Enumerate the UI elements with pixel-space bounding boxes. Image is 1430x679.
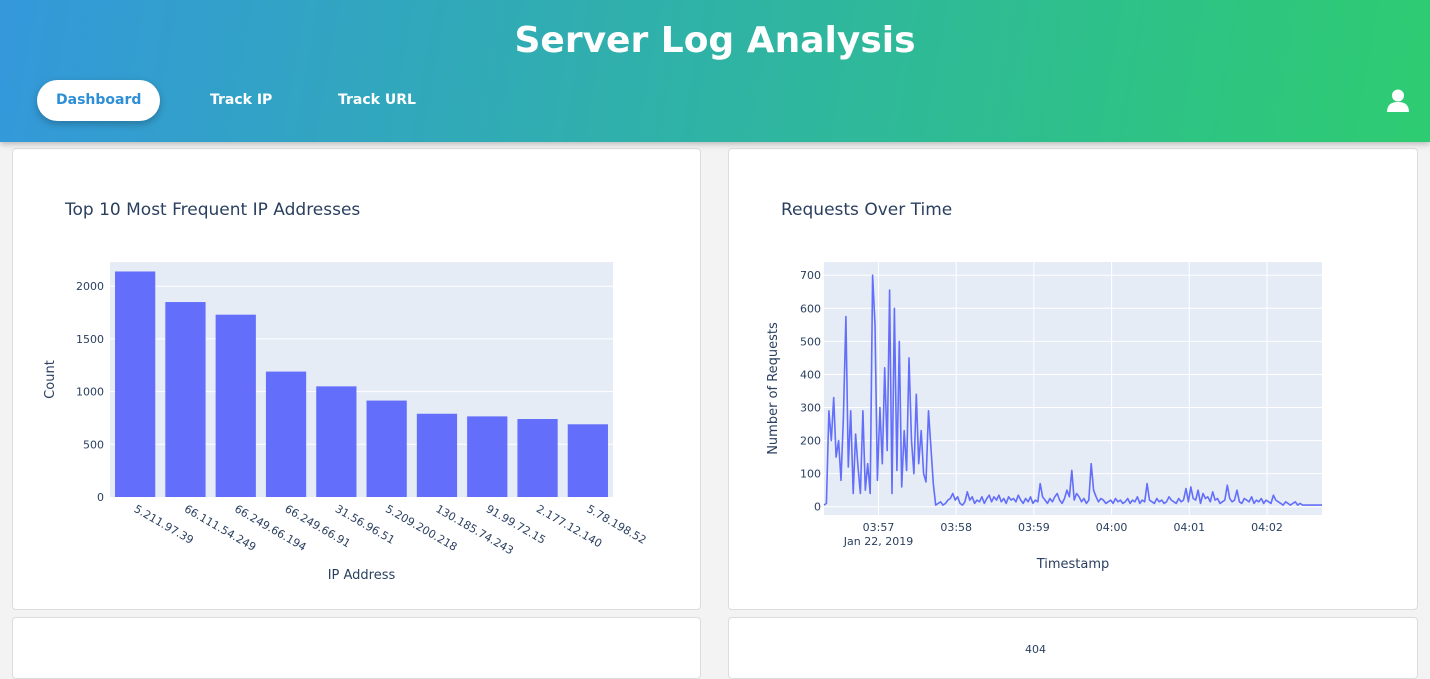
y-tick-label: 500 bbox=[800, 335, 821, 348]
bar bbox=[467, 416, 508, 497]
y-tick-label: 0 bbox=[97, 491, 104, 504]
requests-series-line bbox=[823, 274, 1322, 506]
y-tick-label: 400 bbox=[800, 368, 821, 381]
x-tick-label: 03:57 bbox=[863, 521, 895, 534]
y-tick-label: 600 bbox=[800, 302, 821, 315]
date-label: Jan 22, 2019 bbox=[843, 535, 913, 548]
requests-line-chart: 0 100 200 300 400 500 600 700 03:57 03:58 03:59 04:… bbox=[766, 262, 1322, 572]
bar bbox=[265, 371, 307, 497]
y-tick-label: 700 bbox=[800, 269, 821, 282]
app-title: Server Log Analysis bbox=[514, 20, 916, 61]
y-tick-label: 500 bbox=[83, 438, 104, 451]
y-tick-label: 200 bbox=[800, 435, 821, 448]
ip-chart-card: Top 10 Most Frequent IP Addresses 0 500 10… bbox=[12, 148, 701, 610]
nav-track-url[interactable]: Track URL bbox=[338, 92, 416, 108]
nav-track-ip[interactable]: Track IP bbox=[210, 92, 273, 108]
bar bbox=[416, 413, 458, 497]
x-tick-label: 04:02 bbox=[1251, 521, 1283, 534]
ip-chart-title: Top 10 Most Frequent IP Addresses bbox=[65, 200, 361, 220]
x-tick-label: 03:58 bbox=[940, 521, 972, 534]
y-axis-label: Count bbox=[43, 360, 58, 399]
y-tick-label: 1000 bbox=[76, 386, 104, 399]
bar bbox=[366, 400, 407, 497]
bar bbox=[215, 314, 256, 497]
user-icon[interactable] bbox=[1385, 88, 1411, 114]
app-header: Server Log Analysis Dashboard Track IP T… bbox=[0, 0, 1430, 142]
nav-dashboard[interactable]: Dashboard bbox=[37, 80, 161, 121]
x-axis-label: IP Address bbox=[328, 568, 396, 583]
bar bbox=[517, 419, 558, 497]
partial-chart-label: 404 bbox=[1025, 643, 1046, 656]
x-tick-label: 04:00 bbox=[1096, 521, 1128, 534]
lower-right-card: 404 bbox=[728, 617, 1418, 679]
requests-chart-title: Requests Over Time bbox=[781, 200, 953, 220]
x-tick-label: 03:59 bbox=[1018, 521, 1050, 534]
y-tick-label: 1500 bbox=[76, 333, 104, 346]
bar bbox=[567, 424, 608, 497]
x-tick-label: 04:01 bbox=[1173, 521, 1205, 534]
ip-bar-chart: 05001000150020005.211.97.3966.111.54.249… bbox=[43, 262, 648, 583]
y-tick-label: 0 bbox=[814, 501, 821, 514]
y-tick-label: 2000 bbox=[76, 280, 104, 293]
y-tick-label: 300 bbox=[800, 402, 821, 415]
x-axis-label: Timestamp bbox=[1036, 557, 1110, 572]
lower-left-card bbox=[12, 617, 701, 679]
y-tick-label: 100 bbox=[800, 468, 821, 481]
requests-chart-card: Requests Over Time 0 100 200 300 400 500 600 70… bbox=[728, 148, 1418, 610]
bar bbox=[165, 302, 206, 497]
plot-area bbox=[824, 262, 1322, 515]
bar bbox=[115, 271, 156, 497]
bar bbox=[316, 386, 357, 497]
y-axis-label: Number of Requests bbox=[766, 322, 781, 455]
